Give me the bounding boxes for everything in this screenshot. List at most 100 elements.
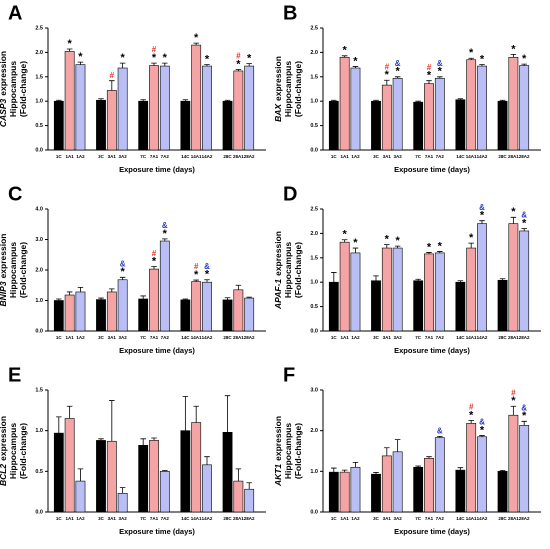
error-bar: [384, 244, 390, 249]
error-bar: [352, 66, 359, 69]
significance-mark: &: [521, 403, 527, 412]
x-tick-label: 7A2: [161, 516, 170, 521]
error-bar: [162, 470, 168, 472]
error-bar: [426, 80, 432, 84]
panel: B BAX expressionHippocampus(Fold-change) 0.…: [273, 2, 541, 174]
x-tick-label: 3A1: [108, 335, 117, 340]
error-bar: [521, 63, 527, 66]
x-tick-label: 7A1: [150, 335, 159, 340]
error-bar: [352, 461, 359, 468]
bar: [381, 247, 392, 332]
bar: [138, 100, 149, 151]
bar: [519, 425, 530, 513]
error-bar: [204, 64, 210, 67]
significance-mark: *: [522, 53, 527, 65]
y-tick-label: 1.0: [35, 298, 43, 304]
gene-name: AKT1: [273, 464, 283, 487]
x-tick-label: 28C: [223, 335, 232, 340]
error-bar: [151, 266, 157, 270]
significance-mark: *: [427, 241, 432, 253]
significance-mark: #: [152, 249, 157, 258]
significance-mark: *: [120, 266, 125, 278]
bar: [159, 240, 170, 332]
significance-mark: *: [469, 232, 474, 244]
panel-label: D: [283, 183, 297, 205]
bar: [519, 65, 530, 151]
error-bar: [151, 437, 157, 441]
y-axis-label: BCL2 expressionHippocampus(Fold-change): [0, 416, 28, 486]
bar: [466, 59, 477, 151]
significance-mark: *: [353, 237, 358, 249]
y-label-line: (Fold-change): [293, 242, 303, 298]
x-tick-label: 28A1: [233, 154, 244, 159]
bar: [96, 99, 106, 151]
bar: [96, 299, 106, 332]
error-bar: [66, 291, 73, 296]
bar: [519, 230, 530, 332]
y-tick-label: 1.5: [35, 387, 43, 393]
bar: [64, 294, 75, 332]
panel: E BCL2 expressionHippocampus(Fold-change) 0…: [0, 364, 266, 536]
significance-mark: *: [438, 240, 443, 252]
significance-mark: *: [511, 395, 516, 407]
error-bar: [182, 99, 189, 102]
y-tick-label: 0.5: [310, 304, 318, 310]
bar: [180, 100, 191, 151]
x-tick-label: 3A1: [383, 516, 392, 521]
significance-mark: #: [236, 52, 241, 61]
error-bar: [77, 468, 84, 482]
bar: [159, 65, 170, 151]
y-axis-label: AKT1 expressionHippocampus(Fold-change): [273, 416, 303, 487]
error-bar: [373, 99, 379, 102]
significance-mark: *: [395, 235, 400, 247]
x-tick-label: 14A2: [202, 516, 213, 521]
y-tick-label: 1.5: [35, 74, 43, 80]
x-tick-label: 1A1: [65, 335, 74, 340]
y-label-text: expression: [0, 234, 8, 279]
error-bar: [457, 280, 464, 283]
y-label-line: BCL2 expression: [0, 416, 8, 486]
error-bar: [426, 252, 432, 254]
error-bar: [98, 297, 104, 300]
gene-name: BAX: [273, 103, 283, 122]
bar: [222, 299, 233, 332]
bar: [75, 291, 86, 332]
significance-mark: *: [236, 58, 241, 70]
error-bar: [204, 456, 210, 465]
panel-label: B: [283, 2, 297, 24]
bar: [339, 471, 350, 513]
y-tick-label: 1.5: [310, 255, 318, 261]
error-bar: [140, 99, 146, 102]
bar: [339, 56, 350, 151]
significance-mark: #: [427, 63, 432, 72]
y-axis-label: BNIP3 expressionHippocampus(Fold-change): [0, 234, 28, 307]
error-bar: [457, 467, 464, 471]
bar: [371, 100, 381, 151]
significance-mark: *: [511, 43, 516, 55]
x-tick-label: 1C: [331, 154, 338, 159]
x-tick-label: 1C: [331, 335, 338, 340]
bar: [497, 279, 508, 332]
x-tick-label: 3C: [373, 516, 380, 521]
y-label-line: (Fold-change): [18, 423, 28, 479]
x-tick-label: 1C: [56, 335, 63, 340]
bar: [191, 44, 202, 151]
x-tick-label: 3A1: [108, 516, 117, 521]
bar: [477, 223, 487, 332]
y-axis-label: APAF-1 expressionHippocampus(Fold-change): [273, 231, 303, 310]
y-label-line: Hippocampus: [8, 423, 18, 479]
y-label-line: APAF-1 expression: [273, 231, 283, 310]
x-tick-label: 14C: [181, 154, 190, 159]
bar: [455, 281, 466, 332]
bar: [508, 414, 519, 513]
x-tick-label: 14A1: [191, 154, 202, 159]
x-tick-label: 28A2: [244, 154, 255, 159]
significance-mark: *: [511, 206, 516, 218]
bar: [159, 471, 170, 513]
error-bar: [510, 405, 517, 416]
bar: [328, 100, 339, 151]
error-bar: [510, 53, 517, 58]
x-tick-label: 28A2: [244, 516, 255, 521]
bar: [392, 451, 403, 513]
